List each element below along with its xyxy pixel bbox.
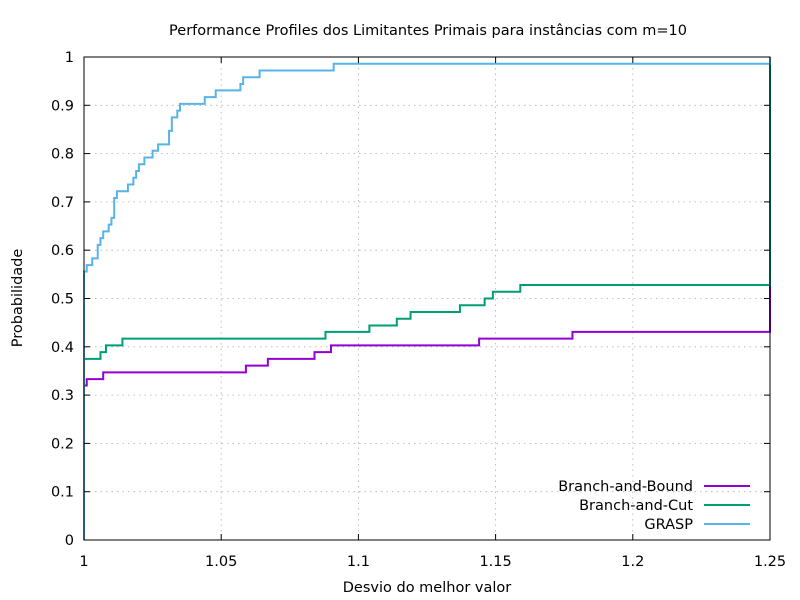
- legend-label-grasp: GRASP: [644, 517, 693, 533]
- y-tick-label: 0: [65, 533, 74, 549]
- y-tick-label: 0.8: [51, 147, 74, 163]
- legend-label-branch-and-bound: Branch-and-Bound: [558, 479, 693, 495]
- y-tick-label: 0.3: [51, 388, 74, 404]
- y-tick-label: 0.4: [51, 340, 74, 356]
- y-tick-label: 0.2: [51, 436, 74, 452]
- y-tick-label: 1: [65, 50, 74, 66]
- y-tick-label: 0.1: [51, 485, 74, 501]
- legend: Branch-and-Bound Branch-and-Cut GRASP: [558, 479, 750, 533]
- legend-label-branch-and-cut: Branch-and-Cut: [579, 498, 693, 514]
- axis-ticks: 1 1.05 1.1 1.15 1.2 1.25 0 0.1 0.2 0.3 0.4 0.5 0.6 0.…: [51, 50, 786, 570]
- y-tick-label: 0.9: [51, 98, 74, 114]
- chart-title: Performance Profiles dos Limitantes Prim…: [169, 23, 687, 39]
- y-tick-label: 0.7: [51, 195, 74, 211]
- x-tick-label: 1.05: [205, 554, 237, 570]
- series-line-grasp: [83, 57, 771, 540]
- x-tick-label: 1.25: [754, 554, 786, 570]
- x-axis-label: Desvio do melhor valor: [343, 580, 511, 596]
- series-line-branch-and-cut: [83, 57, 771, 540]
- grid: [84, 57, 770, 540]
- y-tick-label: 0.6: [51, 243, 74, 259]
- y-tick-label: 0.5: [51, 292, 74, 308]
- x-tick-label: 1.1: [347, 554, 370, 570]
- x-tick-label: 1: [79, 554, 88, 570]
- x-tick-label: 1.15: [479, 554, 511, 570]
- series-group: [83, 57, 771, 540]
- series-line-branch-and-bound: [83, 57, 771, 540]
- y-axis-label: Probabilidade: [10, 249, 26, 348]
- x-tick-label: 1.2: [621, 554, 644, 570]
